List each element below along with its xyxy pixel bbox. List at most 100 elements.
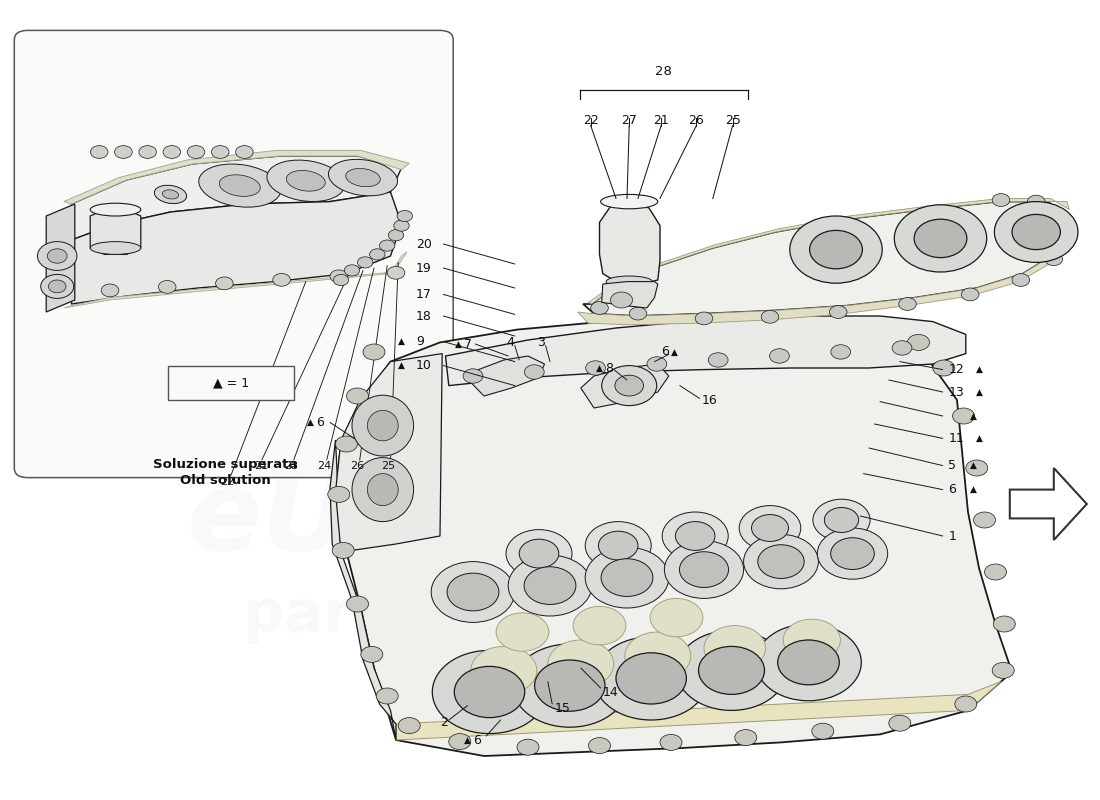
Circle shape (961, 288, 979, 301)
Text: 25: 25 (382, 461, 395, 470)
Text: 1995: 1995 (396, 639, 512, 681)
Circle shape (1027, 195, 1045, 208)
Circle shape (660, 734, 682, 750)
Text: 12: 12 (948, 363, 964, 376)
Circle shape (471, 646, 537, 694)
Circle shape (955, 696, 977, 712)
Text: ▲: ▲ (455, 339, 462, 349)
Polygon shape (336, 354, 442, 552)
Circle shape (739, 506, 801, 550)
Circle shape (812, 723, 834, 739)
Ellipse shape (606, 276, 652, 287)
Circle shape (889, 715, 911, 731)
Circle shape (790, 216, 882, 283)
Circle shape (585, 361, 605, 375)
Circle shape (664, 541, 744, 598)
Circle shape (695, 312, 713, 325)
Circle shape (601, 558, 653, 597)
Ellipse shape (90, 203, 141, 216)
Circle shape (358, 257, 373, 268)
Circle shape (397, 210, 412, 222)
Circle shape (101, 284, 119, 297)
Text: 4: 4 (506, 336, 514, 349)
Circle shape (187, 146, 205, 158)
Circle shape (114, 146, 132, 158)
Circle shape (908, 334, 930, 350)
Circle shape (525, 365, 544, 379)
Ellipse shape (367, 474, 398, 506)
Circle shape (47, 249, 67, 263)
Circle shape (336, 436, 358, 452)
Circle shape (953, 408, 975, 424)
Text: parts: parts (242, 587, 415, 645)
Polygon shape (588, 198, 1069, 304)
Polygon shape (64, 252, 407, 308)
Circle shape (1056, 230, 1074, 242)
Polygon shape (396, 682, 1001, 740)
Circle shape (333, 274, 349, 286)
Circle shape (756, 624, 861, 701)
Text: 7: 7 (464, 338, 472, 350)
Circle shape (899, 298, 916, 310)
Circle shape (508, 555, 592, 616)
Text: 19: 19 (416, 262, 431, 274)
Circle shape (704, 626, 766, 670)
Circle shape (328, 486, 350, 502)
Circle shape (332, 542, 354, 558)
Text: 6: 6 (948, 483, 956, 496)
Text: 6: 6 (316, 416, 323, 429)
Circle shape (817, 528, 888, 579)
Text: 3: 3 (537, 336, 544, 349)
Text: 15: 15 (554, 702, 570, 714)
Polygon shape (72, 192, 402, 304)
Circle shape (615, 375, 644, 396)
Text: 5: 5 (948, 459, 956, 472)
Circle shape (346, 388, 368, 404)
Circle shape (585, 522, 651, 570)
Text: Soluzione superata: Soluzione superata (153, 458, 298, 471)
Circle shape (90, 146, 108, 158)
Text: 10: 10 (416, 359, 431, 372)
Text: 6: 6 (473, 734, 481, 746)
Ellipse shape (601, 194, 658, 209)
Polygon shape (602, 282, 658, 308)
Polygon shape (600, 202, 660, 285)
Text: ▲: ▲ (970, 461, 977, 470)
Circle shape (447, 573, 499, 611)
Text: 22: 22 (221, 477, 234, 486)
Circle shape (591, 302, 608, 314)
Ellipse shape (286, 170, 326, 191)
Circle shape (330, 270, 348, 282)
Polygon shape (583, 202, 1067, 316)
Text: 14: 14 (603, 686, 618, 698)
Circle shape (830, 538, 874, 570)
Circle shape (506, 530, 572, 578)
Circle shape (41, 274, 74, 298)
Circle shape (1012, 274, 1030, 286)
Text: 18: 18 (416, 310, 431, 322)
Polygon shape (446, 316, 966, 386)
Circle shape (761, 310, 779, 323)
Circle shape (680, 552, 728, 587)
Polygon shape (578, 232, 1067, 325)
Circle shape (158, 281, 176, 294)
Circle shape (535, 660, 605, 711)
Text: ▲: ▲ (398, 361, 405, 370)
Text: eUro: eUro (187, 466, 484, 574)
Ellipse shape (345, 169, 381, 186)
Polygon shape (46, 204, 75, 312)
Text: ▲: ▲ (970, 411, 977, 421)
Text: 13: 13 (948, 386, 964, 398)
Circle shape (363, 344, 385, 360)
Circle shape (914, 219, 967, 258)
Circle shape (548, 640, 614, 688)
Circle shape (48, 280, 66, 293)
Text: ▲: ▲ (307, 418, 314, 427)
Circle shape (376, 688, 398, 704)
Circle shape (585, 547, 669, 608)
Circle shape (588, 738, 610, 754)
Circle shape (770, 349, 790, 363)
Circle shape (524, 566, 576, 605)
Circle shape (625, 632, 691, 680)
Circle shape (211, 146, 229, 158)
